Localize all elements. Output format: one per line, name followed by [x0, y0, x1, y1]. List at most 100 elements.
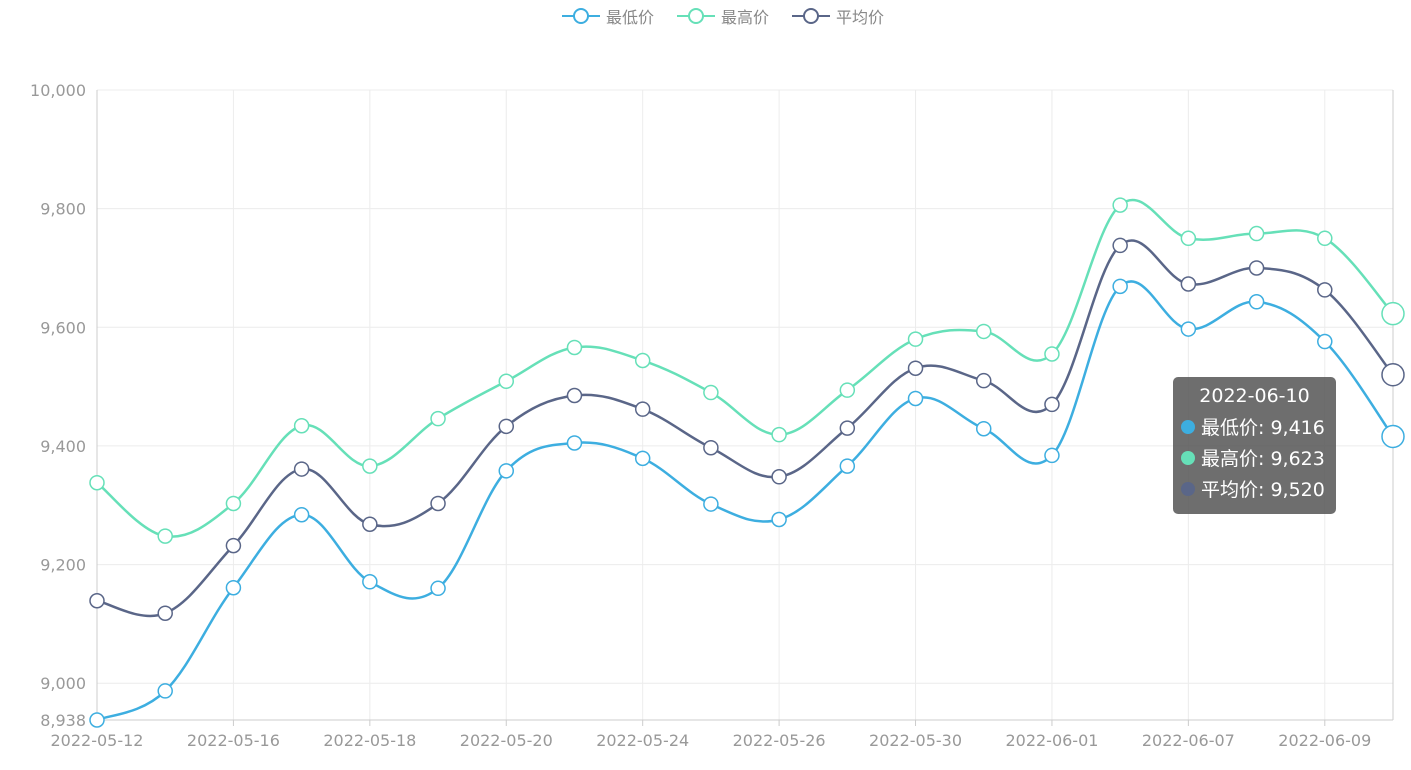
chart-legend: 最低价 最高价 平均价 — [0, 0, 1411, 30]
data-point-avg-price[interactable] — [225, 537, 242, 554]
data-point-max-price[interactable] — [430, 410, 446, 427]
data-point-min-price[interactable] — [703, 496, 719, 512]
x-tick-label: 2022-05-20 — [460, 731, 553, 750]
tooltip-row-max: 最高价: 9,623 — [1181, 442, 1336, 473]
data-point-min-price[interactable] — [89, 712, 105, 728]
data-point-max-price[interactable] — [1044, 346, 1060, 362]
legend-avg-price-icon — [792, 8, 830, 24]
data-point-max-price[interactable] — [566, 339, 583, 356]
data-point-avg-price[interactable] — [157, 605, 173, 621]
data-point-avg-price[interactable] — [839, 420, 856, 436]
data-point-avg-price[interactable] — [430, 495, 446, 512]
tooltip-row-min: 最低价: 9,416 — [1181, 411, 1336, 442]
legend-item-max-price[interactable]: 最高价 — [677, 4, 769, 28]
series-points[interactable] — [89, 197, 1405, 728]
tooltip-text-max: 最高价: 9,623 — [1201, 448, 1325, 470]
data-point-min-price[interactable] — [839, 458, 856, 474]
data-point-max-price[interactable] — [634, 352, 651, 369]
tooltip-dot-avg — [1181, 481, 1195, 496]
y-tick-label: 9,000 — [40, 674, 86, 693]
data-point-max-price[interactable] — [907, 331, 924, 347]
y-tick-label: 9,600 — [40, 318, 86, 337]
data-point-max-price[interactable] — [839, 382, 856, 398]
data-point-max-price[interactable] — [1317, 230, 1333, 247]
data-point-min-price[interactable] — [975, 420, 992, 437]
x-tick-label: 2022-05-30 — [869, 731, 962, 750]
data-point-avg-price[interactable] — [1112, 237, 1128, 254]
x-tick-label: 2022-05-18 — [323, 731, 416, 750]
data-point-avg-price[interactable] — [1044, 396, 1060, 413]
y-tick-label: 9,200 — [40, 556, 86, 575]
data-point-min-price[interactable] — [771, 511, 787, 528]
tooltip-title: 2022-06-10 — [1199, 385, 1310, 407]
data-point-max-price[interactable] — [975, 323, 992, 340]
data-point-max-price[interactable] — [362, 458, 378, 474]
legend-min-price-icon — [562, 8, 600, 24]
x-tick-label: 2022-05-12 — [51, 731, 144, 750]
data-point-min-price[interactable] — [498, 463, 515, 479]
x-tick-label: 2022-05-26 — [733, 731, 826, 750]
data-point-max-price[interactable] — [157, 528, 173, 544]
data-point-max-price[interactable] — [771, 426, 787, 443]
legend-max-price-icon — [677, 8, 715, 24]
y-tick-label: 9,400 — [40, 437, 86, 456]
y-tick-label: 8,938 — [40, 711, 86, 730]
data-point-avg-price[interactable] — [293, 461, 310, 477]
data-point-min-price[interactable] — [1381, 424, 1405, 449]
data-point-min-price[interactable] — [293, 506, 310, 523]
data-point-max-price[interactable] — [1180, 230, 1197, 247]
tooltip-text-min: 最低价: 9,416 — [1201, 417, 1325, 439]
data-point-max-price[interactable] — [89, 474, 105, 491]
axes — [96, 90, 1394, 726]
x-tick-label: 2022-05-24 — [596, 731, 689, 750]
data-point-min-price[interactable] — [1044, 447, 1060, 464]
data-point-avg-price[interactable] — [1180, 276, 1197, 292]
data-point-min-price[interactable] — [225, 579, 242, 596]
x-tick-label: 2022-06-01 — [1005, 731, 1098, 750]
data-point-max-price[interactable] — [1112, 197, 1128, 213]
data-point-min-price[interactable] — [1317, 333, 1333, 350]
data-point-min-price[interactable] — [1112, 278, 1128, 295]
tooltip-dot-max — [1181, 450, 1195, 465]
data-point-max-price[interactable] — [293, 418, 310, 434]
data-point-min-price[interactable] — [157, 683, 173, 699]
data-point-min-price[interactable] — [1180, 321, 1197, 337]
tooltip-dot-min — [1181, 419, 1195, 434]
legend-label: 平均价 — [836, 8, 885, 27]
legend-label: 最高价 — [721, 8, 770, 27]
legend-item-min-price[interactable]: 最低价 — [562, 4, 654, 28]
data-tooltip: 2022-06-10 最低价: 9,416 最高价: 9,623 平均价: 9,… — [1173, 377, 1336, 514]
data-point-avg-price[interactable] — [1381, 362, 1405, 387]
data-point-avg-price[interactable] — [1248, 260, 1265, 276]
data-point-min-price[interactable] — [566, 435, 583, 451]
data-point-max-price[interactable] — [225, 495, 242, 512]
y-tick-label: 9,800 — [40, 200, 86, 219]
data-point-avg-price[interactable] — [634, 401, 651, 417]
data-point-max-price[interactable] — [1248, 225, 1265, 242]
data-point-avg-price[interactable] — [89, 593, 105, 609]
data-point-max-price[interactable] — [703, 384, 719, 401]
data-point-min-price[interactable] — [907, 390, 924, 407]
data-point-avg-price[interactable] — [362, 516, 378, 532]
data-point-max-price[interactable] — [1381, 301, 1405, 326]
x-tick-label: 2022-05-16 — [187, 731, 280, 750]
data-point-avg-price[interactable] — [975, 372, 992, 389]
data-point-max-price[interactable] — [498, 373, 515, 390]
legend-label: 最低价 — [606, 8, 655, 27]
data-point-min-price[interactable] — [634, 450, 651, 467]
data-point-avg-price[interactable] — [498, 418, 515, 435]
data-point-min-price[interactable] — [1248, 294, 1265, 310]
y-axis-labels: 8,938 9,000 9,200 9,400 9,600 9,800 10,000 — [30, 81, 86, 730]
data-point-avg-price[interactable] — [771, 469, 787, 485]
data-point-avg-price[interactable] — [1317, 282, 1333, 298]
tooltip-text-avg: 平均价: 9,520 — [1201, 479, 1325, 501]
data-point-avg-price[interactable] — [703, 439, 719, 456]
data-point-min-price[interactable] — [430, 580, 446, 597]
y-tick-label: 10,000 — [30, 81, 86, 100]
data-point-avg-price[interactable] — [907, 360, 924, 376]
x-axis-labels: 2022-05-12 2022-05-16 2022-05-18 2022-05-20… — [51, 731, 1372, 750]
data-point-min-price[interactable] — [362, 574, 378, 590]
data-point-avg-price[interactable] — [566, 387, 583, 404]
legend-item-avg-price[interactable]: 平均价 — [792, 4, 884, 28]
